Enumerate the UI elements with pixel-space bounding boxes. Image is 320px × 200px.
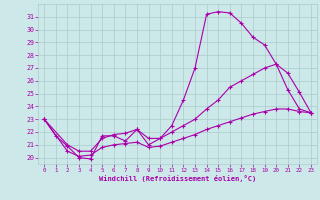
X-axis label: Windchill (Refroidissement éolien,°C): Windchill (Refroidissement éolien,°C) (99, 175, 256, 182)
